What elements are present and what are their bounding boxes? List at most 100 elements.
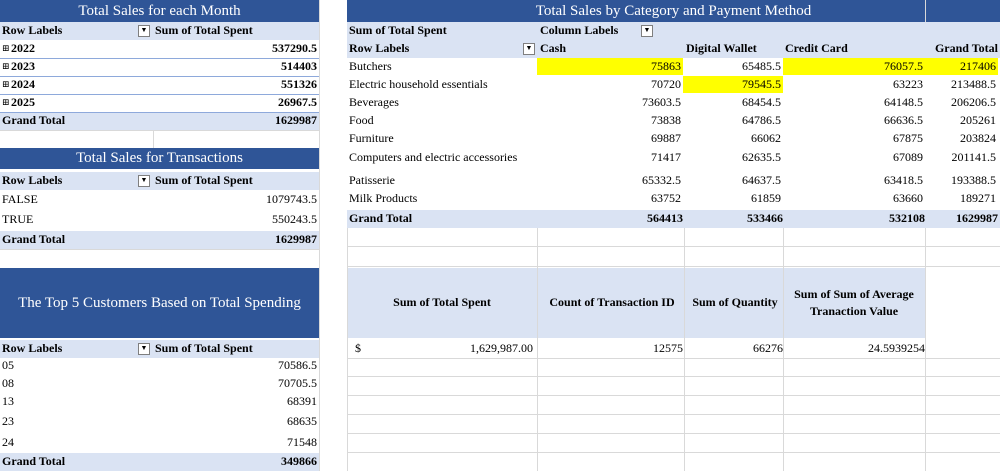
category-cell: 206206.5 (951, 95, 996, 109)
summary-quantity: 66276 (753, 341, 783, 355)
gridline (153, 130, 154, 148)
month-row-label: 2025 (11, 95, 35, 109)
month-row-value: 537290.5 (272, 41, 317, 55)
category-cell: 66636.5 (884, 113, 923, 127)
category-cell: 217406 (925, 58, 998, 75)
month-row-labels-filter[interactable]: ▼ (138, 22, 153, 39)
top5-table-header: Row Labels ▼ Sum of Total Spent (0, 340, 319, 358)
gridline (347, 228, 348, 471)
top5-row-value: 71548 (287, 435, 317, 449)
expand-icon[interactable]: ⊞ (2, 97, 10, 107)
summary-average: 24.5939254 (868, 341, 925, 355)
category-cell: 203824 (960, 131, 996, 145)
category-cell: 65332.5 (642, 173, 681, 187)
month-grand-label: Grand Total (2, 113, 66, 127)
category-cell: 76057.5 (783, 58, 925, 75)
gridline (684, 228, 685, 471)
transactions-sum-label: Sum of Total Spent (155, 173, 253, 187)
expand-icon[interactable]: ⊞ (2, 43, 10, 53)
summary-col-average: Sum of Sum of Average Tranaction Value (794, 287, 914, 318)
category-table-header: Sum of Total Spent Column Labels ▼ Row L… (347, 22, 1000, 58)
category-grand-label: Grand Total (349, 211, 413, 225)
category-row: Food 73838 64786.5 66636.5 205261 (347, 112, 1000, 130)
chevron-down-icon[interactable]: ▼ (641, 25, 653, 38)
gridline (0, 249, 319, 250)
gridline (0, 76, 319, 77)
category-row-label: Milk Products (349, 191, 418, 205)
transactions-row-value: 1079743.5 (266, 192, 317, 206)
top5-row: 13 68391 (0, 393, 319, 411)
filter-icon[interactable]: ▼ (138, 343, 150, 356)
category-cell: 205261 (960, 113, 996, 127)
category-grand-total: 1629987 (956, 211, 998, 225)
category-grand-credit: 532108 (889, 211, 925, 225)
chevron-down-icon[interactable]: ▼ (138, 25, 150, 38)
month-row-value: 514403 (281, 59, 317, 73)
expand-icon[interactable]: ⊞ (2, 79, 10, 89)
transactions-table-header: Row Labels ▼ Sum of Total Spent (0, 172, 319, 190)
transactions-row: TRUE 550243.5 (0, 210, 319, 228)
category-row-label: Beverages (349, 95, 399, 109)
top5-row-value: 68635 (287, 414, 317, 428)
month-row-value: 551326 (281, 77, 317, 91)
month-row: ⊞ 2024 551326 (0, 76, 319, 94)
chevron-down-icon[interactable]: ▼ (523, 43, 535, 56)
category-row-label: Patisserie (349, 173, 395, 187)
category-cell: 67089 (893, 150, 923, 164)
category-cell: 75863 (537, 58, 683, 75)
category-row-filter[interactable]: ▼ (523, 40, 538, 57)
transactions-grand-total-row: Grand Total 1629987 (0, 231, 319, 249)
category-cell: 63418.5 (884, 173, 923, 187)
gridline (347, 376, 1000, 377)
month-row: ⊞ 2022 537290.5 (0, 40, 319, 58)
category-row: Milk Products 63752 61859 63660 189271 (347, 190, 1000, 208)
top5-row-label: 05 (2, 358, 14, 372)
category-cell: 64786.5 (742, 113, 781, 127)
category-cell: 63752 (651, 191, 681, 205)
category-cell: 64148.5 (884, 95, 923, 109)
gridline (319, 0, 320, 471)
category-col-digital-wallet: Digital Wallet (686, 41, 757, 55)
top5-filter[interactable]: ▼ (138, 340, 153, 357)
month-row: ⊞ 2023 514403 (0, 58, 319, 76)
category-col-cash: Cash (540, 41, 567, 55)
transactions-row-label: FALSE (2, 192, 38, 206)
category-row-label: Butchers (349, 59, 392, 73)
month-row-label: 2022 (11, 41, 35, 55)
category-cell: 62635.5 (742, 150, 781, 164)
category-row: Furniture 69887 66062 67875 203824 (347, 130, 1000, 148)
transactions-row: FALSE 1079743.5 (0, 190, 319, 208)
category-sum-label: Sum of Total Spent (349, 23, 447, 37)
category-col-credit-card: Credit Card (785, 41, 848, 55)
category-col-grand-total: Grand Total (934, 41, 998, 55)
gridline (347, 395, 1000, 396)
category-cell: 66062 (751, 131, 781, 145)
gridline (537, 228, 538, 471)
transactions-row-value: 550243.5 (272, 212, 317, 226)
top5-grand-total-row: Grand Total 349866 (0, 453, 319, 471)
summary-values-row: $ 1,629,987.00 12575 66276 24.5939254 (347, 340, 925, 358)
summary-currency: $ (355, 341, 361, 355)
gridline (0, 112, 319, 113)
category-cell: 64637.5 (742, 173, 781, 187)
transactions-grand-label: Grand Total (2, 232, 66, 246)
summary-col-total-spent: Sum of Total Spent (393, 295, 491, 309)
category-cell: 73838 (651, 113, 681, 127)
category-table-title: Total Sales by Category and Payment Meth… (347, 0, 1000, 22)
category-row-labels: Row Labels (349, 41, 410, 55)
category-cell: 61859 (751, 191, 781, 205)
category-cell: 193388.5 (951, 173, 996, 187)
category-column-filter[interactable]: ▼ (641, 22, 656, 39)
top5-row-label: 24 (2, 435, 14, 449)
transactions-row-labels: Row Labels (2, 173, 63, 187)
expand-icon[interactable]: ⊞ (2, 61, 10, 71)
chevron-down-icon[interactable]: ▼ (138, 175, 150, 188)
top5-row: 05 70586.5 (0, 357, 319, 375)
gridline (783, 228, 784, 471)
gridline (347, 452, 1000, 453)
category-cell: 68454.5 (742, 95, 781, 109)
month-table-title: Total Sales for each Month (0, 0, 319, 22)
category-grand-cash: 564413 (647, 211, 683, 225)
top5-sum-label: Sum of Total Spent (155, 341, 253, 355)
transactions-filter[interactable]: ▼ (138, 172, 153, 189)
